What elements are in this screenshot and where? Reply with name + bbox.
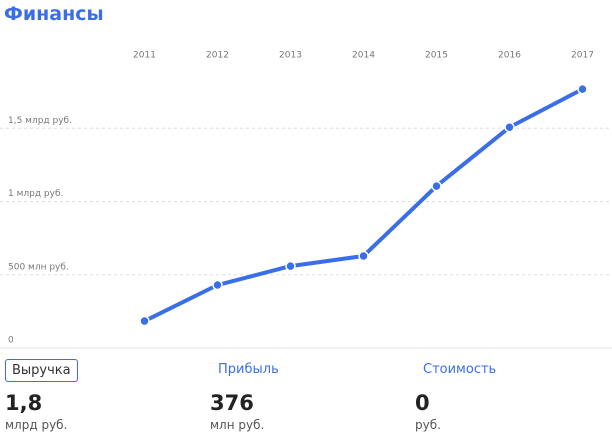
tab-value: 0 — [415, 391, 430, 415]
chart: 0 500 млн руб. 1 млрд руб. 1,5 млрд руб. 201… — [0, 51, 612, 349]
tab-unit: руб. — [415, 418, 441, 432]
x-tick-label: 2017 — [571, 51, 594, 61]
tab-value: 1,8 — [5, 391, 43, 415]
tab[interactable]: Прибыль — [218, 362, 279, 377]
y-tick-label: 1,5 млрд руб. — [8, 116, 72, 126]
title: Финансы — [4, 3, 104, 25]
x-tick-label: 2013 — [279, 51, 302, 61]
tab[interactable]: Стоимость — [423, 362, 497, 377]
y-tick-label: 1 млрд руб. — [8, 189, 63, 199]
tab-unit: млн руб. — [210, 418, 265, 432]
x-tick-label: 2012 — [206, 51, 229, 61]
point — [358, 250, 369, 262]
y-tick-label: 500 млн руб. — [8, 262, 69, 272]
line — [142, 87, 585, 324]
tab-value: 376 — [210, 391, 254, 415]
point — [285, 260, 296, 272]
tab[interactable]: Выручка — [5, 359, 78, 382]
point — [577, 83, 588, 95]
point — [431, 180, 442, 192]
tab-unit: млрд руб. — [5, 418, 68, 432]
x-tick-label: 2011 — [133, 51, 156, 61]
y-tick-label: 0 — [8, 336, 14, 346]
point — [504, 121, 515, 133]
point — [212, 279, 223, 291]
x-tick-label: 2014 — [352, 51, 375, 61]
x-tick-label: 2015 — [425, 51, 448, 61]
x-tick-label: 2016 — [498, 51, 521, 61]
point — [139, 315, 150, 327]
